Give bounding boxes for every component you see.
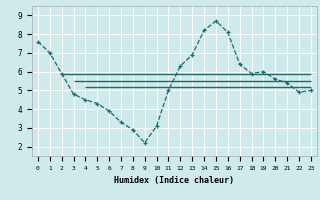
X-axis label: Humidex (Indice chaleur): Humidex (Indice chaleur): [115, 176, 234, 185]
